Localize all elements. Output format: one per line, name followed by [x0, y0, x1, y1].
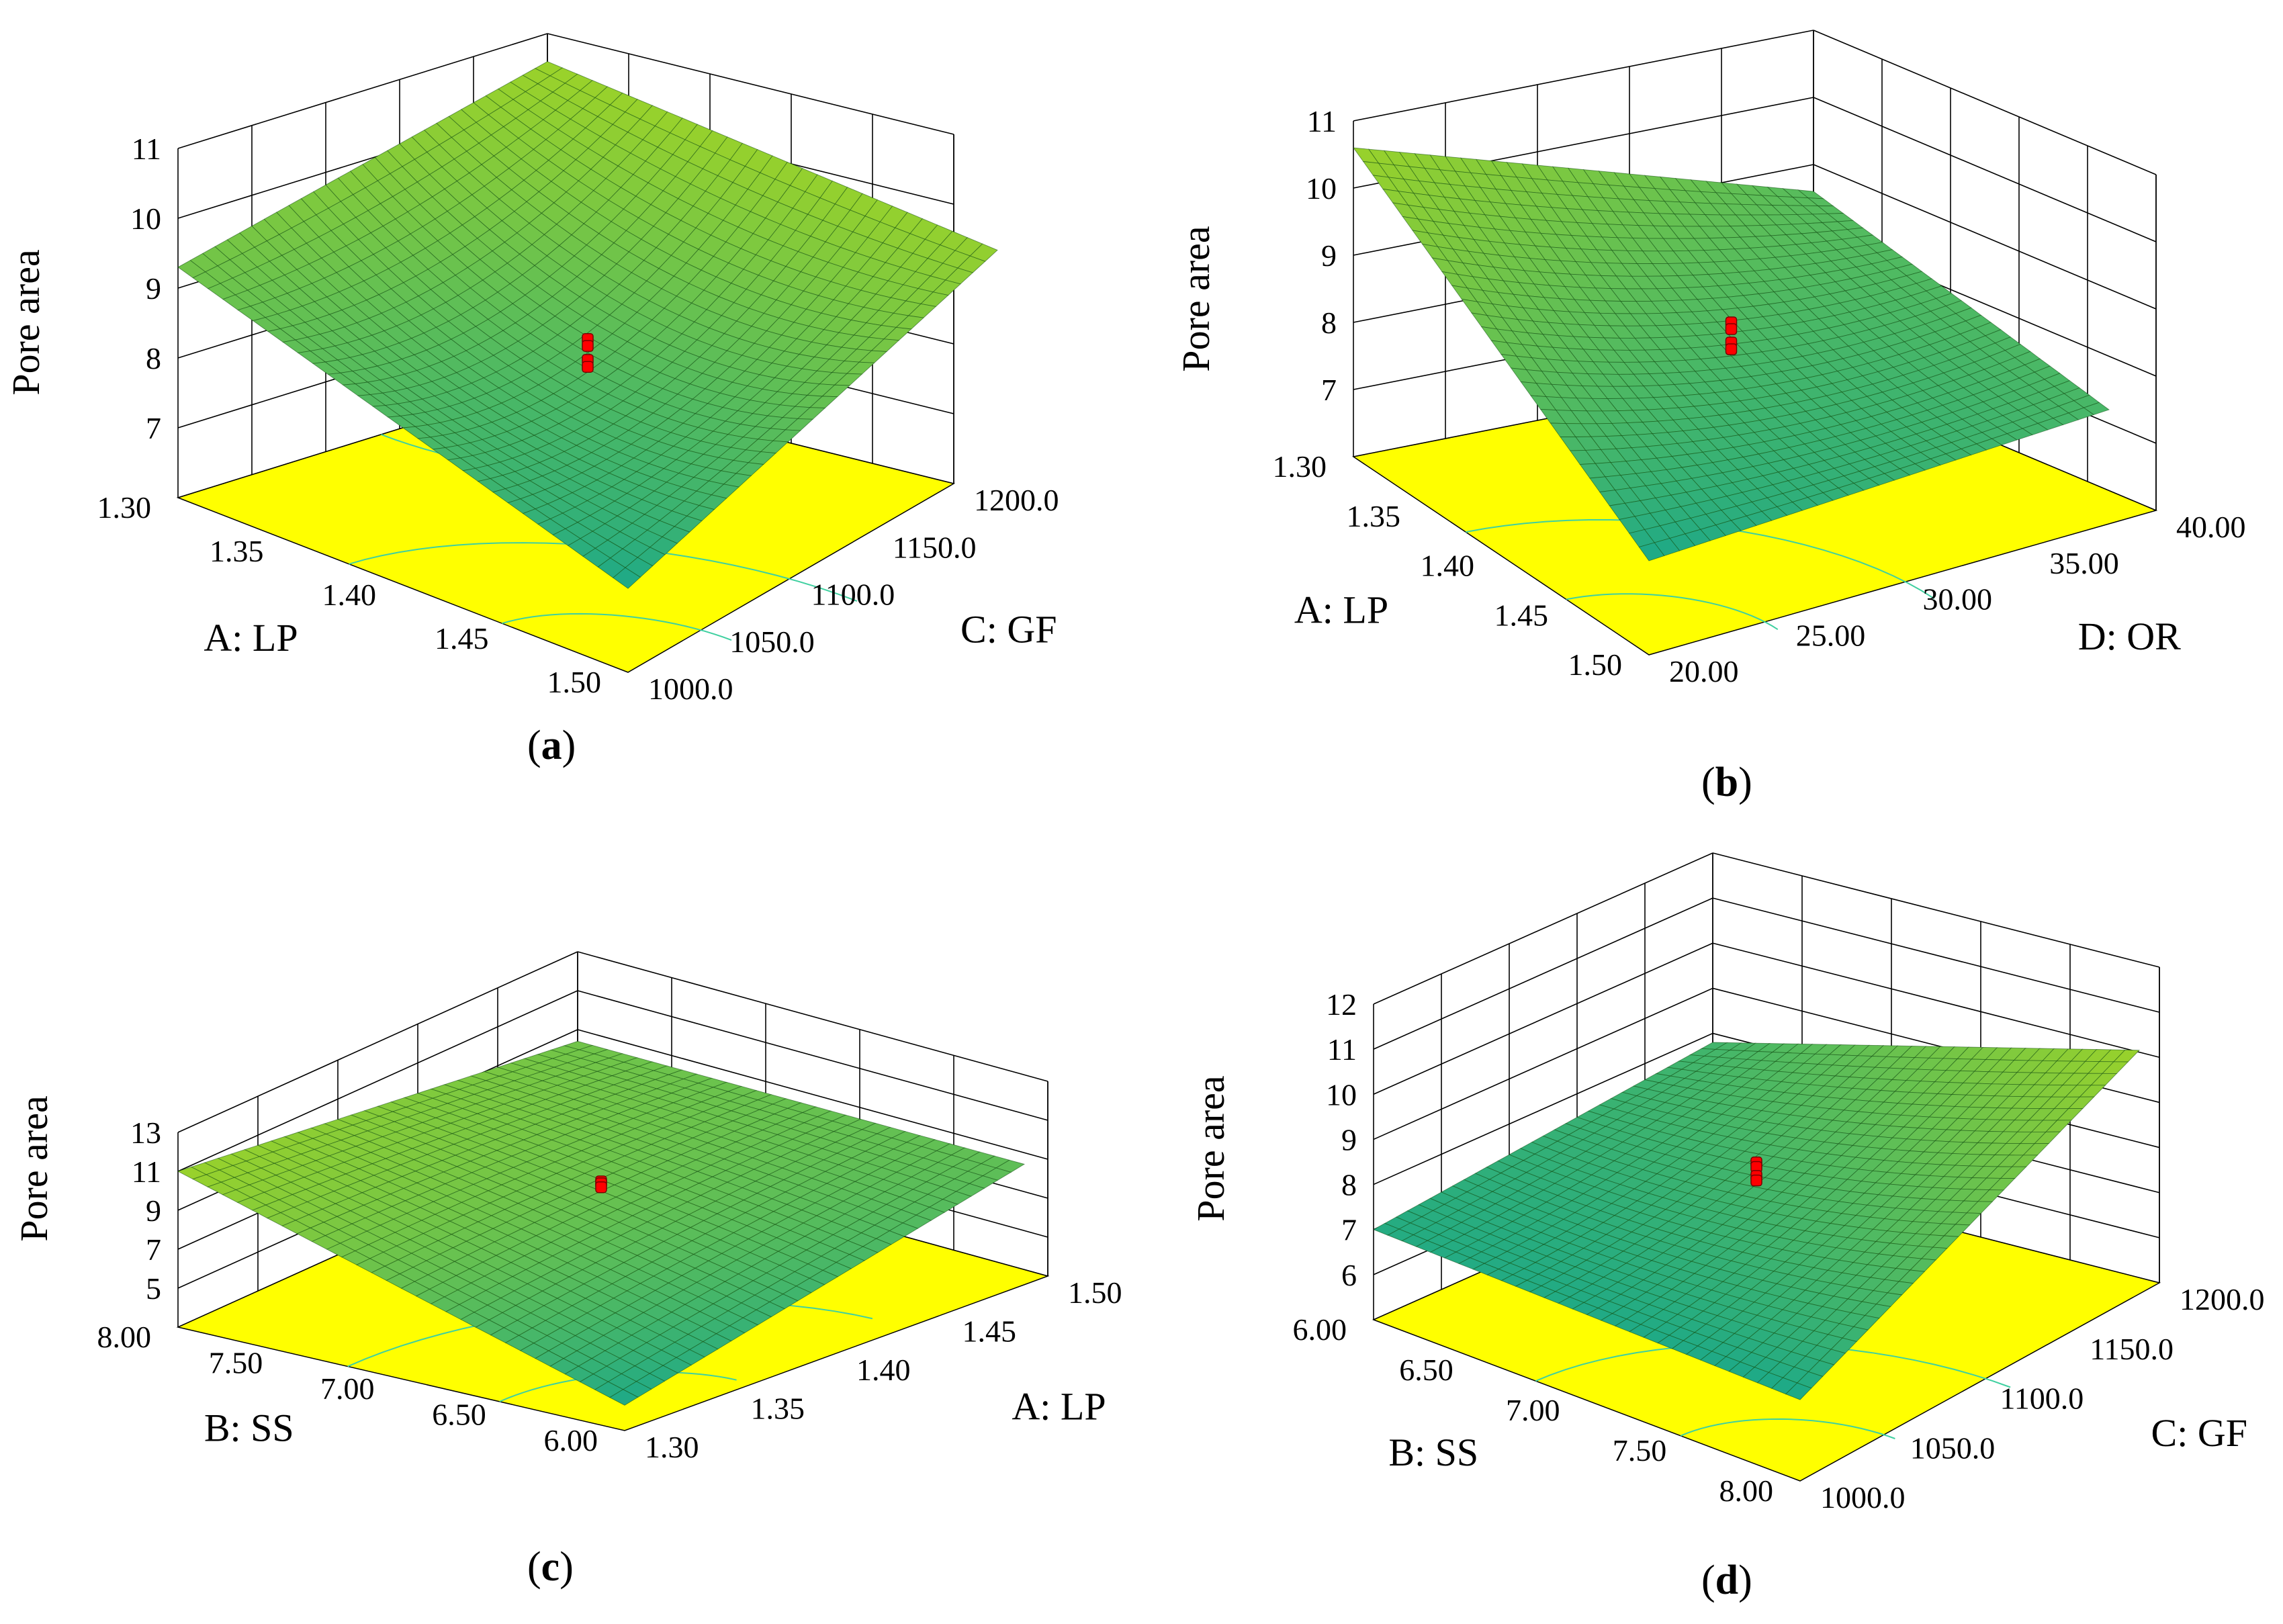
z-tick-label: 8	[1321, 306, 1337, 340]
response-surface	[177, 61, 998, 589]
y-tick-label: 1.50	[1068, 1275, 1122, 1310]
x-tick-label: 7.00	[320, 1371, 375, 1406]
x-tick-label: 7.00	[1506, 1393, 1560, 1427]
x-tick-label: 6.50	[1399, 1353, 1453, 1387]
x-tick-label: 6.00	[544, 1423, 598, 1457]
y-tick-label: 1100.0	[811, 578, 895, 612]
y-tick-label: 40.00	[2176, 510, 2246, 544]
y-tick-label: 35.00	[2049, 546, 2119, 580]
x-tick-label: 7.50	[209, 1346, 263, 1380]
y-axis-title: C: GF	[960, 607, 1057, 651]
y-axis-title: C: GF	[2151, 1411, 2247, 1455]
x-tick-label: 1.35	[1347, 499, 1401, 533]
design-points	[1725, 316, 1738, 355]
y-tick-label: 1150.0	[2090, 1332, 2174, 1366]
z-tick-label: 8	[146, 341, 161, 375]
x-axis-title: A: LP	[204, 616, 298, 660]
z-tick-label: 10	[130, 201, 161, 236]
z-axis-title: Pore area	[4, 249, 48, 395]
design-point	[1725, 323, 1738, 335]
y-tick-label: 1200.0	[2180, 1282, 2265, 1316]
x-tick-label: 1.50	[1568, 647, 1623, 682]
z-tick-label: 8	[1341, 1168, 1357, 1202]
z-tick-label: 10	[1306, 171, 1337, 206]
y-tick-label: 1200.0	[974, 483, 1059, 517]
z-tick-label: 6	[1341, 1258, 1357, 1292]
z-tick-label: 9	[146, 1193, 161, 1228]
x-tick-label: 1.45	[1494, 598, 1549, 632]
panel-caption-b: (b)	[1701, 760, 1752, 805]
x-tick-label: 8.00	[97, 1320, 152, 1354]
y-axis-title: A: LP	[1012, 1385, 1106, 1429]
z-tick-label: 7	[146, 411, 161, 445]
y-tick-label: 25.00	[1796, 618, 1866, 652]
y-tick-label: 1050.0	[729, 625, 815, 659]
z-tick-label: 7	[146, 1232, 161, 1267]
panel-caption-a: (a)	[527, 723, 576, 768]
y-tick-label: 1.35	[751, 1392, 805, 1426]
chart-panel-d: 6 7 8 9 10 11 12 Pore area 6.00 6.50 7.00 7.50 8.00 1…	[1189, 852, 2265, 1515]
z-tick-label: 10	[1326, 1077, 1357, 1112]
x-tick-label: 1.40	[322, 578, 377, 612]
response-surface	[1372, 1042, 2141, 1400]
x-tick-label: 1.35	[210, 534, 264, 568]
design-points	[582, 332, 594, 373]
z-tick-label: 9	[1321, 238, 1337, 273]
z-tick-label: 12	[1326, 987, 1357, 1022]
y-tick-label: 30.00	[1923, 582, 1993, 617]
z-tick-label: 7	[1341, 1213, 1357, 1247]
y-tick-label: 1.30	[645, 1430, 699, 1464]
x-tick-label: 6.00	[1293, 1312, 1347, 1347]
z-tick-label: 13	[130, 1116, 161, 1150]
y-tick-label: 1000.0	[648, 672, 733, 706]
y-tick-label: 1150.0	[893, 530, 977, 564]
x-axis-title: A: LP	[1294, 588, 1388, 631]
x-tick-label: 7.50	[1613, 1433, 1667, 1468]
z-tick-label: 11	[1327, 1032, 1357, 1067]
response-surface	[1353, 147, 2110, 561]
z-tick-label: 11	[1307, 104, 1337, 138]
z-tick-label: 5	[146, 1271, 161, 1306]
y-tick-label: 1000.0	[1820, 1480, 1906, 1515]
chart-panel-b: 7 8 9 10 11 Pore area 1.30 1.35 1.40 1.45 1.50 20.0…	[1174, 30, 2246, 688]
design-point	[582, 361, 594, 373]
x-tick-label: 1.40	[1421, 549, 1475, 583]
z-tick-label: 11	[132, 132, 161, 166]
z-tick-label: 9	[146, 271, 161, 306]
panel-caption-c: (c)	[527, 1544, 574, 1590]
x-tick-label: 6.50	[432, 1398, 486, 1432]
x-tick-label: 1.45	[435, 621, 489, 656]
design-point	[595, 1181, 607, 1193]
y-tick-label: 1100.0	[2000, 1382, 2084, 1416]
design-point	[1725, 343, 1738, 355]
z-tick-label: 9	[1341, 1122, 1357, 1157]
y-tick-label: 1.40	[856, 1353, 911, 1387]
x-tick-label: 1.30	[1273, 449, 1327, 484]
y-tick-label: 1050.0	[1910, 1431, 1996, 1465]
z-tick-label: 11	[132, 1155, 161, 1189]
y-tick-label: 1.45	[963, 1314, 1017, 1349]
x-axis-title: B: SS	[1388, 1431, 1478, 1474]
chart-panel-a: 7 8 9 10 11 Pore area 1.30 1.35 1.40 1.45 1.50 1000…	[4, 33, 1059, 706]
response-surface	[177, 1040, 1026, 1406]
design-points	[1750, 1157, 1762, 1187]
y-tick-label: 20.00	[1669, 654, 1739, 688]
z-axis-title: Pore area	[1189, 1075, 1233, 1221]
z-axis-title: Pore area	[1174, 226, 1218, 371]
design-point	[582, 340, 594, 352]
x-tick-label: 1.50	[547, 665, 602, 699]
z-tick-label: 7	[1321, 373, 1337, 407]
chart-panel-c: 5 7 9 11 13 Pore area 8.00 7.50 7.00 6.50 6.00 1.30…	[12, 951, 1122, 1464]
x-tick-label: 1.30	[97, 490, 152, 525]
design-point	[1750, 1174, 1762, 1187]
x-tick-label: 8.00	[1719, 1474, 1774, 1508]
y-axis-title: D: OR	[2078, 615, 2181, 658]
design-points	[595, 1175, 607, 1193]
x-axis-title: B: SS	[204, 1406, 294, 1450]
z-axis-title: Pore area	[12, 1095, 56, 1241]
panel-caption-d: (d)	[1701, 1558, 1752, 1603]
